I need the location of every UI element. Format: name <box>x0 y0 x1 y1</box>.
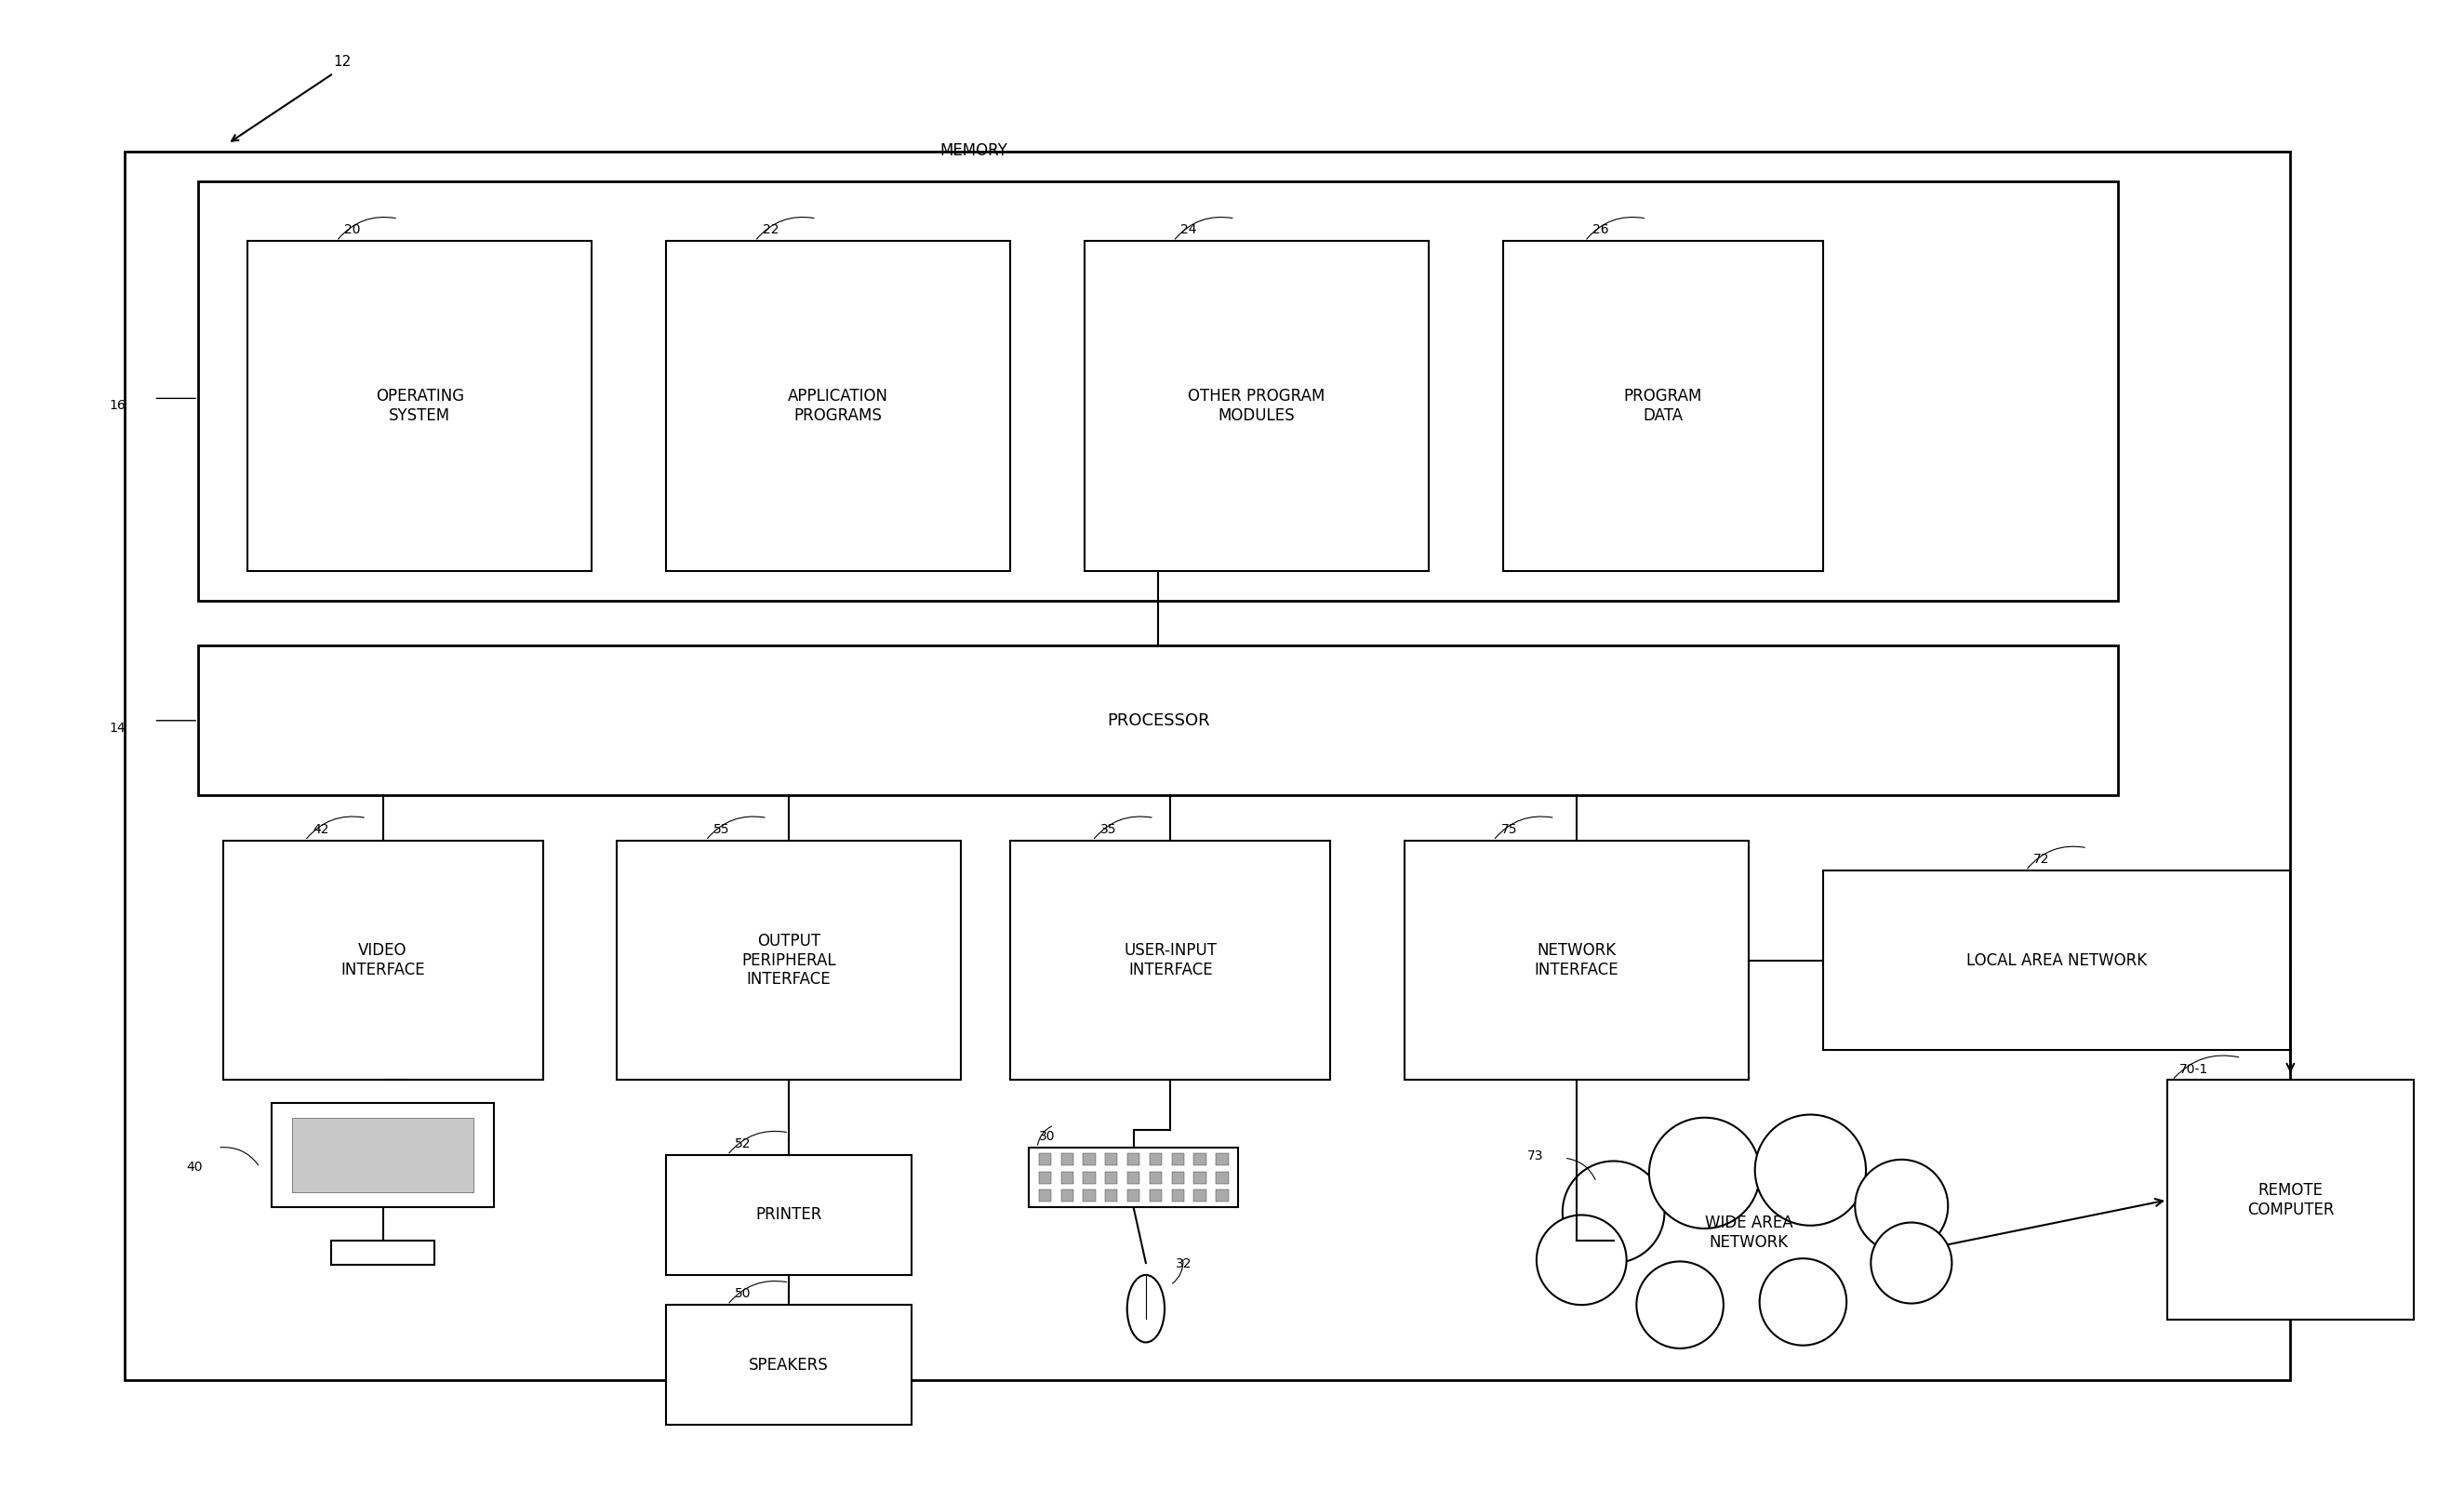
FancyBboxPatch shape <box>665 242 1010 570</box>
Text: 24: 24 <box>1180 224 1198 237</box>
Text: 26: 26 <box>1592 224 1609 237</box>
Text: 20: 20 <box>345 224 360 237</box>
Text: APPLICATION
PROGRAMS: APPLICATION PROGRAMS <box>788 387 890 423</box>
FancyBboxPatch shape <box>1062 1172 1074 1184</box>
Ellipse shape <box>1538 1214 1626 1304</box>
FancyBboxPatch shape <box>1084 1154 1096 1166</box>
Text: 12: 12 <box>333 54 352 69</box>
Text: 50: 50 <box>734 1288 752 1300</box>
FancyBboxPatch shape <box>1129 1172 1141 1184</box>
FancyBboxPatch shape <box>1151 1172 1163 1184</box>
Text: 42: 42 <box>313 823 328 836</box>
FancyBboxPatch shape <box>1173 1154 1185 1166</box>
FancyBboxPatch shape <box>665 1156 912 1274</box>
Text: LOCAL AREA NETWORK: LOCAL AREA NETWORK <box>1966 952 2146 968</box>
FancyBboxPatch shape <box>1062 1189 1074 1201</box>
Text: 35: 35 <box>1099 823 1116 836</box>
Ellipse shape <box>1648 1118 1759 1228</box>
Text: 16: 16 <box>108 399 126 413</box>
Text: NETWORK
INTERFACE: NETWORK INTERFACE <box>1535 943 1619 979</box>
Ellipse shape <box>1855 1160 1949 1252</box>
FancyBboxPatch shape <box>1404 841 1749 1081</box>
Text: OUTPUT
PERIPHERAL
INTERFACE: OUTPUT PERIPHERAL INTERFACE <box>742 932 835 988</box>
FancyBboxPatch shape <box>1106 1154 1119 1166</box>
FancyBboxPatch shape <box>1106 1189 1119 1201</box>
Text: SPEAKERS: SPEAKERS <box>749 1357 828 1373</box>
FancyBboxPatch shape <box>1040 1189 1052 1201</box>
Ellipse shape <box>1759 1258 1846 1345</box>
Text: 22: 22 <box>761 224 779 237</box>
FancyBboxPatch shape <box>1129 1154 1141 1166</box>
FancyBboxPatch shape <box>2168 1081 2412 1319</box>
FancyBboxPatch shape <box>1151 1189 1163 1201</box>
FancyBboxPatch shape <box>1503 242 1823 570</box>
FancyBboxPatch shape <box>1062 1154 1074 1166</box>
Text: 52: 52 <box>734 1138 752 1151</box>
FancyBboxPatch shape <box>1195 1172 1207 1184</box>
Text: 73: 73 <box>1528 1150 1542 1163</box>
Text: 14: 14 <box>108 722 126 734</box>
FancyBboxPatch shape <box>1173 1189 1185 1201</box>
FancyBboxPatch shape <box>222 841 542 1081</box>
Text: 72: 72 <box>2033 853 2050 866</box>
Ellipse shape <box>1636 1261 1722 1348</box>
FancyBboxPatch shape <box>330 1240 434 1264</box>
Text: PRINTER: PRINTER <box>756 1207 823 1223</box>
Text: USER-INPUT
INTERFACE: USER-INPUT INTERFACE <box>1124 943 1217 979</box>
FancyBboxPatch shape <box>1106 1172 1119 1184</box>
Text: OPERATING
SYSTEM: OPERATING SYSTEM <box>375 387 463 423</box>
Ellipse shape <box>1754 1115 1865 1225</box>
FancyBboxPatch shape <box>1084 1172 1096 1184</box>
Ellipse shape <box>1562 1162 1666 1262</box>
FancyBboxPatch shape <box>197 645 2119 796</box>
Text: 32: 32 <box>1175 1258 1193 1270</box>
FancyBboxPatch shape <box>1217 1172 1230 1184</box>
FancyBboxPatch shape <box>1040 1172 1052 1184</box>
FancyBboxPatch shape <box>1010 841 1331 1081</box>
Text: WIDE AREA
NETWORK: WIDE AREA NETWORK <box>1705 1214 1794 1250</box>
Text: 75: 75 <box>1501 823 1518 836</box>
FancyBboxPatch shape <box>246 242 591 570</box>
FancyBboxPatch shape <box>1195 1189 1207 1201</box>
FancyBboxPatch shape <box>616 841 961 1081</box>
FancyBboxPatch shape <box>1040 1154 1052 1166</box>
FancyBboxPatch shape <box>1129 1189 1141 1201</box>
Text: PROGRAM
DATA: PROGRAM DATA <box>1624 387 1703 423</box>
FancyBboxPatch shape <box>1217 1189 1230 1201</box>
Text: VIDEO
INTERFACE: VIDEO INTERFACE <box>340 943 424 979</box>
Text: 70-1: 70-1 <box>2181 1063 2208 1076</box>
Text: PROCESSOR: PROCESSOR <box>1106 711 1210 729</box>
FancyBboxPatch shape <box>271 1103 493 1207</box>
FancyBboxPatch shape <box>123 152 2292 1379</box>
FancyBboxPatch shape <box>1173 1172 1185 1184</box>
FancyBboxPatch shape <box>1030 1148 1237 1207</box>
FancyBboxPatch shape <box>1823 871 2292 1051</box>
FancyBboxPatch shape <box>1195 1154 1207 1166</box>
FancyBboxPatch shape <box>1084 242 1429 570</box>
Ellipse shape <box>1126 1274 1165 1342</box>
FancyBboxPatch shape <box>291 1118 473 1192</box>
FancyBboxPatch shape <box>1151 1154 1163 1166</box>
Text: 55: 55 <box>712 823 729 836</box>
FancyBboxPatch shape <box>665 1304 912 1424</box>
Text: 30: 30 <box>1040 1130 1055 1144</box>
Ellipse shape <box>1870 1222 1951 1303</box>
Text: 40: 40 <box>185 1160 202 1174</box>
Text: OTHER PROGRAM
MODULES: OTHER PROGRAM MODULES <box>1188 387 1326 423</box>
FancyBboxPatch shape <box>1217 1154 1230 1166</box>
Text: MEMORY: MEMORY <box>939 143 1008 159</box>
Text: REMOTE
COMPUTER: REMOTE COMPUTER <box>2247 1181 2333 1219</box>
FancyBboxPatch shape <box>197 182 2119 600</box>
FancyBboxPatch shape <box>1084 1189 1096 1201</box>
